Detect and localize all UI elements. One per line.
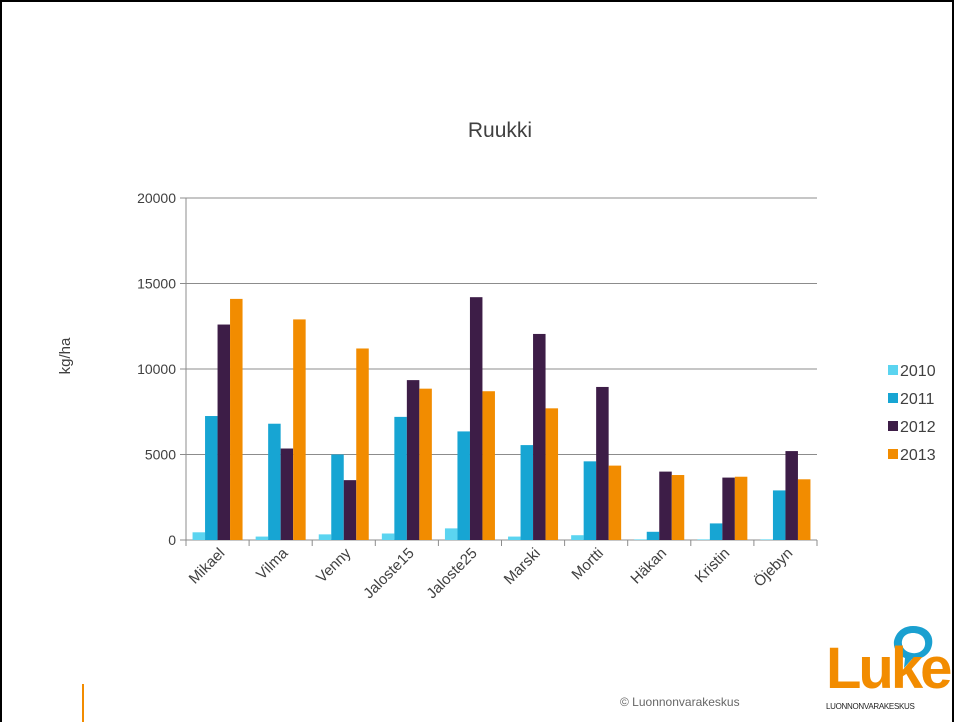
legend-swatch-2010: [888, 365, 898, 375]
bar-2011-Kristin: [709, 523, 723, 540]
bar-2012-Häkan: [659, 471, 672, 540]
bar-2012-Jaloste15: [406, 380, 420, 540]
bar-2011-Öjebyn: [772, 490, 786, 540]
bar-2010-Kristin: [697, 539, 710, 540]
logo-subtext: LUONNONVARAKESKUS: [826, 702, 915, 711]
bar-2012-Vilma: [280, 448, 294, 540]
bar-2010-Mikael: [192, 532, 206, 540]
bars: [192, 297, 811, 540]
bar-2010-Venny: [318, 534, 332, 540]
bar-2011-Jaloste15: [394, 416, 407, 540]
chart-title: Ruukki: [468, 119, 532, 142]
bar-2012-Mikael: [217, 324, 231, 540]
copyright-text: © Luonnonvarakeskus: [620, 695, 740, 709]
x-tick-label: Venny: [313, 544, 355, 586]
bar-2010-Vilma: [255, 536, 269, 540]
accent-line: [82, 684, 84, 722]
x-tick-labels: Mikael Vilma Venny Jaloste15 Jaloste25 Marski…: [186, 544, 797, 602]
bar-2013-Öjebyn: [797, 479, 811, 540]
bar-2012-Venny: [343, 480, 357, 540]
x-tick-label: Mikael: [186, 545, 229, 588]
y-tick-label: 0: [168, 532, 176, 548]
x-tick-label: Mortti: [568, 545, 607, 584]
legend: 2010 2011 2012 2013: [888, 363, 936, 464]
axes: [185, 198, 818, 546]
legend-label-2012: 2012: [900, 419, 936, 436]
y-tick-label: 5000: [145, 447, 176, 463]
logo-wordmark: Luke: [826, 636, 952, 701]
bar-2010-Marski: [508, 536, 521, 540]
bar-2013-Mortti: [608, 465, 622, 540]
x-tick-label: Jaloste25: [423, 545, 480, 602]
bar-2013-Mikael: [230, 298, 243, 540]
bar-2012-Jaloste25: [469, 297, 483, 540]
bar-2010-Jaloste15: [381, 533, 395, 540]
y-tick-label: 15000: [137, 276, 176, 292]
x-tick-label: Häkan: [627, 545, 670, 588]
bar-2013-Venny: [356, 348, 369, 540]
legend-label-2010: 2010: [900, 363, 936, 380]
bar-2010-Mortti: [571, 535, 584, 540]
x-tick-label: Kristin: [692, 545, 733, 586]
legend-swatch-2011: [888, 393, 898, 403]
y-axis-label: kg/ha: [57, 337, 74, 374]
bar-2011-Vilma: [268, 423, 281, 540]
bar-2012-Marski: [533, 333, 546, 540]
legend-swatch-2013: [888, 449, 898, 459]
bar-2013-Marski: [545, 408, 559, 540]
x-tick-label: Öjebyn: [750, 544, 796, 590]
bar-2011-Jaloste25: [457, 431, 470, 540]
speech-bubble-icon: [893, 626, 933, 668]
y-tick-label: 20000: [137, 190, 176, 206]
bar-2012-Öjebyn: [785, 451, 798, 540]
bar-2013-Kristin: [734, 476, 748, 540]
bar-2011-Mikael: [205, 416, 218, 540]
bar-2010-Häkan: [634, 539, 647, 540]
bar-2010-Jaloste25: [444, 528, 458, 540]
legend-swatch-2012: [888, 421, 898, 431]
x-tick-label: Jaloste15: [360, 545, 417, 602]
bar-2013-Häkan: [671, 475, 685, 540]
legend-label-2013: 2013: [900, 447, 936, 464]
y-tick-labels: 0 5000 10000 15000 20000: [137, 190, 176, 548]
bar-2013-Vilma: [293, 319, 306, 540]
bar-2011-Venny: [331, 454, 344, 540]
luke-logo: Luke LUONNONVARAKESKUS: [824, 622, 952, 714]
bar-2012-Kristin: [722, 477, 735, 540]
bar-2012-Mortti: [596, 386, 609, 540]
legend-label-2011: 2011: [900, 391, 935, 408]
y-tick-label: 10000: [137, 361, 176, 377]
bar-2010-Öjebyn: [760, 539, 773, 540]
bar-2013-Jaloste15: [419, 388, 432, 540]
x-tick-label: Marski: [501, 545, 544, 588]
bar-2011-Mortti: [583, 461, 597, 540]
bar-2011-Häkan: [646, 531, 660, 540]
bar-2013-Jaloste25: [482, 391, 495, 540]
x-tick-label: Vilma: [253, 544, 292, 583]
bar-2011-Marski: [520, 445, 534, 540]
